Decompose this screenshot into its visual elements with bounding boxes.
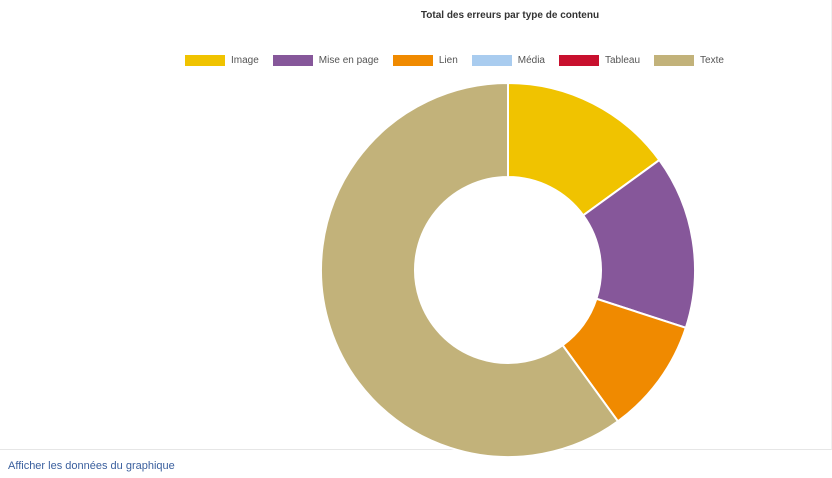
- legend-label: Mise en page: [318, 54, 379, 66]
- legend-item[interactable]: Tableau: [559, 54, 641, 66]
- legend-swatch: [392, 54, 433, 66]
- legend-item[interactable]: Média: [471, 54, 545, 66]
- legend-item[interactable]: Texte: [654, 54, 724, 66]
- legend-label: Image: [231, 54, 259, 66]
- chart-legend: Image Mise en page Lien Média Tableau Texte: [185, 52, 724, 68]
- legend-label: Lien: [438, 54, 458, 66]
- legend-item[interactable]: Image: [185, 54, 259, 66]
- donut-slice-mise-en-page[interactable]: [581, 158, 696, 330]
- legend-label: Tableau: [605, 54, 641, 66]
- donut-slice-texte[interactable]: [320, 81, 620, 458]
- legend-swatch: [471, 54, 512, 66]
- legend-swatch: [559, 54, 599, 66]
- legend-label: Texte: [700, 54, 724, 66]
- donut-slice-image[interactable]: [507, 81, 661, 217]
- legend-swatch: [654, 54, 695, 66]
- chart-title: Total des erreurs par type de contenu: [420, 10, 600, 21]
- legend-label: Média: [517, 54, 545, 66]
- legend-item[interactable]: Lien: [392, 54, 458, 66]
- legend-swatch: [185, 54, 225, 66]
- legend-item[interactable]: Mise en page: [272, 54, 379, 66]
- legend-swatch: [272, 54, 313, 66]
- donut-chart: [320, 81, 696, 458]
- show-chart-data-link[interactable]: Afficher les données du graphique: [8, 460, 175, 472]
- chart-card: Total des erreurs par type de contenu Im…: [0, 0, 832, 458]
